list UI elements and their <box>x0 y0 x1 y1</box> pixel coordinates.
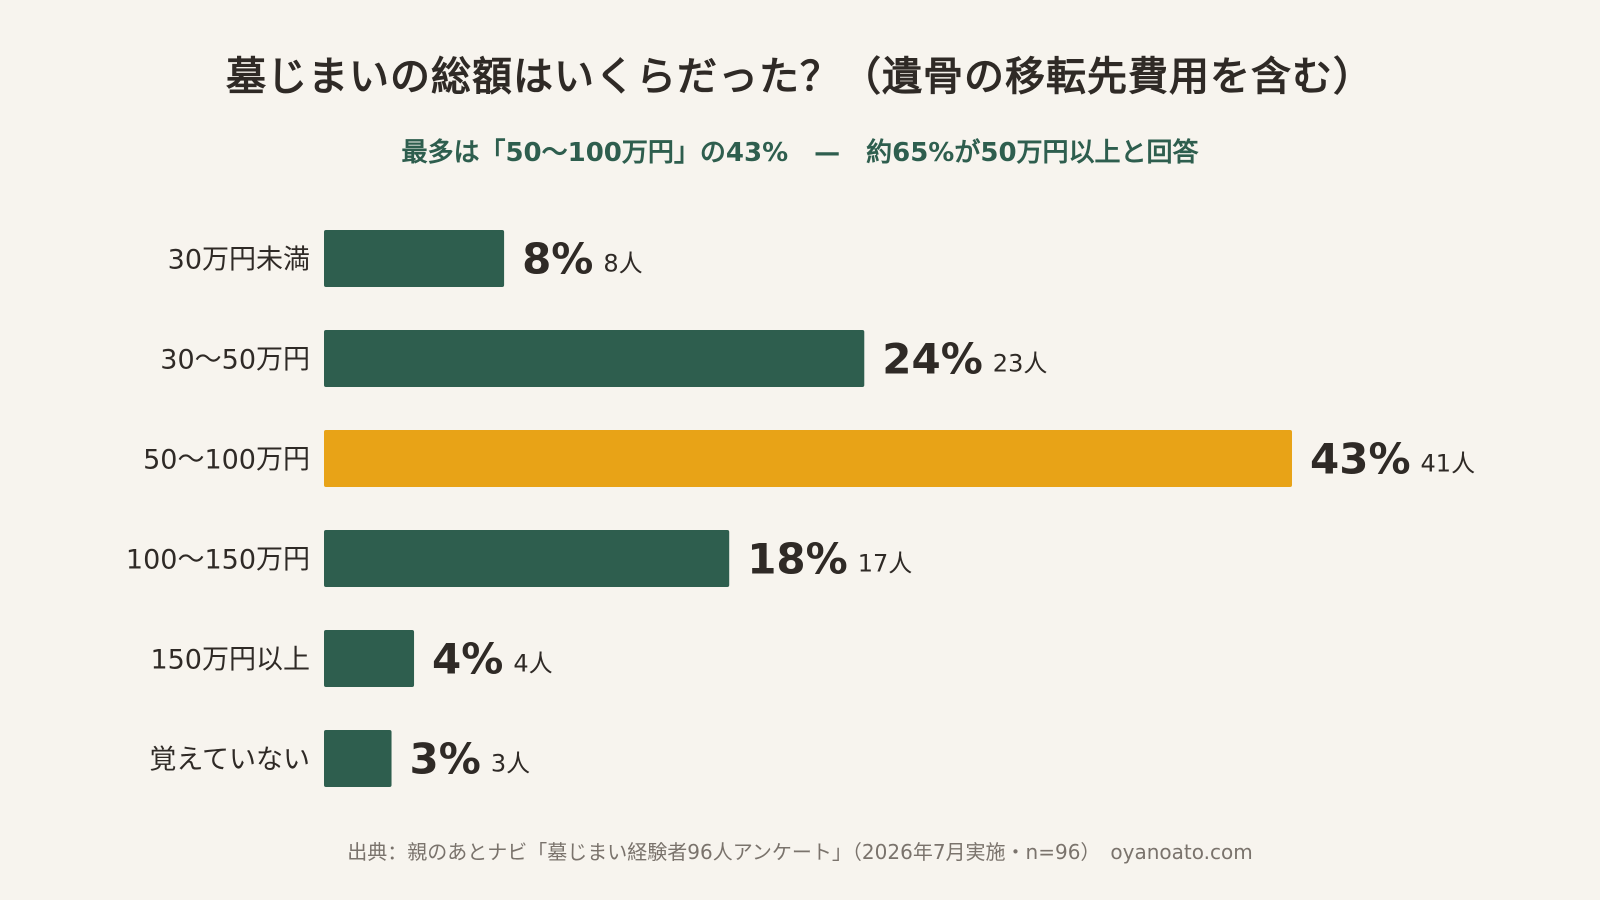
count-label: 17人 <box>858 550 913 578</box>
category-label: 100〜150万円 <box>126 545 310 576</box>
value-label: 43% <box>1310 435 1411 484</box>
count-label: 41人 <box>1421 450 1476 478</box>
count-label: 23人 <box>993 350 1048 378</box>
bar <box>324 730 392 787</box>
category-label: 30万円未満 <box>168 245 310 276</box>
count-label: 3人 <box>491 750 530 778</box>
count-label: 4人 <box>513 650 552 678</box>
category-label: 30〜50万円 <box>160 345 310 376</box>
value-label: 3% <box>410 735 481 784</box>
chart-title: 墓じまいの総額はいくらだった？（遺骨の移転先費用を含む） <box>226 54 1374 100</box>
count-label: 8人 <box>603 250 642 278</box>
chart-subtitle: 最多は「50〜100万円」の43% — 約65%が50万円以上と回答 <box>401 138 1199 168</box>
category-label: 50〜100万円 <box>143 445 310 476</box>
bar <box>324 630 415 687</box>
value-label: 18% <box>747 535 848 584</box>
bar <box>324 530 730 587</box>
category-label: 150万円以上 <box>150 645 310 676</box>
category-label: 覚えていない <box>149 745 310 776</box>
bar <box>324 230 505 287</box>
bar <box>324 330 865 387</box>
value-label: 8% <box>522 235 593 284</box>
value-label: 4% <box>432 635 503 684</box>
bar-chart: 30万円未満 8% 8人 30〜50万円 24% 23人 50〜100万円 43% 41人 100… <box>126 230 1476 787</box>
value-label: 24% <box>882 335 983 384</box>
source-note: 出典：親のあとナビ「墓じまい経験者96人アンケート」（2026年7月実施・n=9… <box>347 840 1253 864</box>
bar-highlight <box>324 430 1292 487</box>
